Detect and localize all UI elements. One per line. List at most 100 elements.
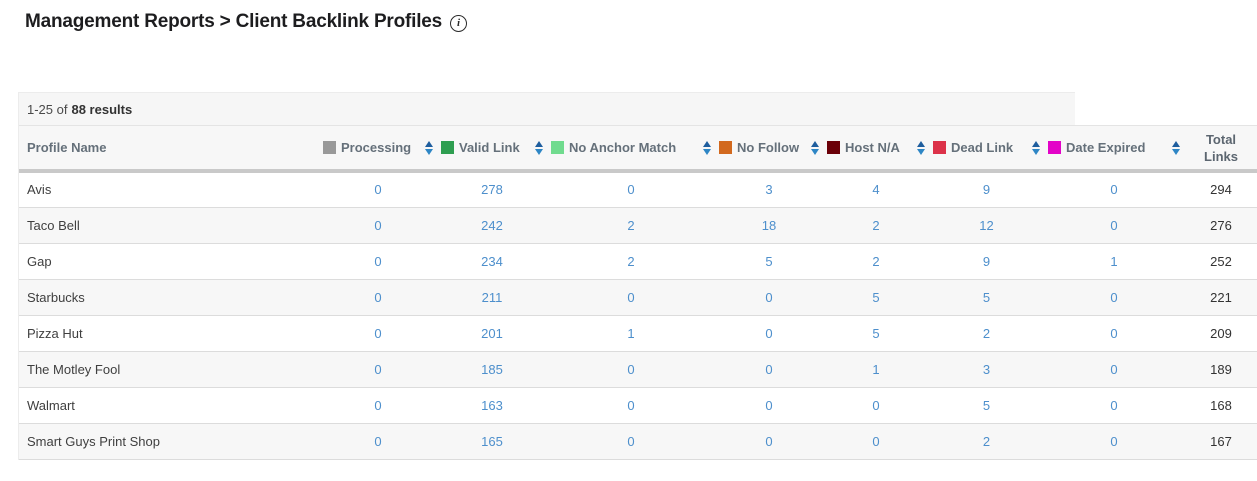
table-row: Taco Bell 0 242 2 18 2 12 0 276	[19, 207, 1257, 244]
dead-link-value-cell: 2	[929, 423, 1044, 460]
column-header-label: Date Expired	[1066, 140, 1146, 155]
date-expired-value-link[interactable]: 0	[1110, 289, 1118, 305]
date-expired-value-link[interactable]: 0	[1110, 325, 1118, 341]
processing-value-link[interactable]: 0	[374, 433, 382, 449]
sort-down-arrow-icon[interactable]	[917, 148, 925, 155]
dead-link-value-link[interactable]: 5	[982, 289, 991, 305]
host-n-a-value-link[interactable]: 4	[872, 182, 880, 198]
table-row: The Motley Fool 0 185 0 0 1 3 0 189	[19, 351, 1257, 388]
date-expired-value-link[interactable]: 0	[1110, 182, 1118, 198]
valid-link-value-link[interactable]: 242	[481, 217, 503, 233]
sort-up-arrow-icon[interactable]	[425, 140, 433, 147]
results-bar: 1-25 of 88 results	[19, 91, 1257, 126]
no-anchor-match-value-link[interactable]: 0	[627, 182, 635, 198]
sort-down-arrow-icon[interactable]	[703, 148, 711, 155]
no-anchor-match-value-link[interactable]: 1	[627, 325, 635, 341]
page-title: Management Reports > Client Backlink Pro…	[25, 11, 443, 32]
no-anchor-match-value-link[interactable]: 2	[627, 253, 635, 269]
no-follow-value-link[interactable]: 5	[765, 253, 773, 269]
dead-link-value-link[interactable]: 9	[982, 253, 991, 269]
no-anchor-match-value-link[interactable]: 0	[627, 361, 635, 377]
processing-value-link[interactable]: 0	[374, 253, 382, 269]
sort-up-arrow-icon[interactable]	[917, 140, 925, 147]
valid-link-value-link[interactable]: 278	[481, 182, 503, 198]
column-header-profile-name: Profile Name	[19, 126, 319, 173]
valid-link-value-link[interactable]: 234	[481, 253, 503, 269]
date-expired-value-link[interactable]: 0	[1110, 361, 1118, 377]
sort-up-arrow-icon[interactable]	[1032, 140, 1040, 147]
no-follow-value-link[interactable]: 0	[765, 289, 773, 305]
dead-link-value-cell: 2	[929, 315, 1044, 352]
sort-down-arrow-icon[interactable]	[1032, 148, 1040, 155]
sort-down-arrow-icon[interactable]	[425, 148, 433, 155]
host-n-a-value-link[interactable]: 5	[872, 325, 880, 341]
sort-down-arrow-icon[interactable]	[1172, 148, 1180, 155]
sort-up-arrow-icon[interactable]	[703, 140, 711, 147]
column-header-label: No Anchor Match	[569, 140, 677, 155]
total-links-cell: 252	[1184, 243, 1257, 280]
host-n-a-value-link[interactable]: 0	[872, 433, 880, 449]
no-follow-value-cell: 18	[715, 207, 823, 244]
no-anchor-match-value-link[interactable]: 2	[627, 217, 635, 233]
processing-value-link[interactable]: 0	[374, 397, 382, 413]
sort-arrows[interactable]	[808, 140, 819, 155]
valid-link-value-link[interactable]: 201	[481, 325, 503, 341]
host-n-a-value-link[interactable]: 5	[872, 289, 880, 305]
dead-link-value-link[interactable]: 12	[979, 217, 994, 233]
date-expired-value-link[interactable]: 0	[1110, 397, 1118, 413]
sort-down-arrow-icon[interactable]	[535, 148, 543, 155]
dead-link-value-link[interactable]: 5	[982, 397, 991, 413]
no-follow-value-link[interactable]: 18	[761, 217, 777, 233]
dead-link-value-link[interactable]: 2	[982, 433, 991, 449]
no-anchor-match-value-cell: 2	[547, 243, 715, 280]
valid-link-value-link[interactable]: 211	[481, 289, 503, 305]
sort-up-arrow-icon[interactable]	[535, 140, 543, 147]
no-follow-legend-swatch-icon	[719, 141, 732, 154]
valid-link-value-link[interactable]: 163	[481, 397, 503, 413]
sort-arrows[interactable]	[422, 140, 433, 155]
sort-arrows[interactable]	[1029, 140, 1040, 155]
column-header-no-follow: No Follow	[715, 126, 823, 173]
host-n-a-value-link[interactable]: 2	[872, 217, 880, 233]
processing-value-link[interactable]: 0	[374, 182, 382, 198]
sort-arrows[interactable]	[700, 140, 711, 155]
host-n-a-value-link[interactable]: 0	[872, 397, 880, 413]
valid-link-value-cell: 163	[437, 387, 547, 424]
no-anchor-match-value-link[interactable]: 0	[627, 397, 635, 413]
no-follow-value-link[interactable]: 0	[765, 325, 773, 341]
host-n-a-value-cell: 2	[823, 207, 929, 244]
no-follow-value-link[interactable]: 0	[765, 397, 773, 413]
no-anchor-match-value-link[interactable]: 0	[627, 433, 635, 449]
date-expired-value-link[interactable]: 0	[1110, 433, 1118, 449]
no-follow-value-link[interactable]: 0	[765, 433, 773, 449]
dead-link-value-link[interactable]: 9	[982, 182, 991, 198]
valid-link-value-link[interactable]: 185	[481, 361, 503, 377]
valid-link-value-link[interactable]: 165	[481, 433, 503, 449]
processing-value-link[interactable]: 0	[374, 361, 382, 377]
sort-arrows[interactable]	[1169, 140, 1180, 155]
date-expired-value-link[interactable]: 1	[1110, 253, 1118, 269]
dead-link-value-cell: 12	[929, 207, 1044, 244]
processing-value-link[interactable]: 0	[374, 289, 382, 305]
page-header: Management Reports > Client Backlink Pro…	[0, 0, 1257, 33]
dead-link-value-link[interactable]: 2	[982, 325, 991, 341]
sort-down-arrow-icon[interactable]	[811, 148, 819, 155]
no-follow-value-cell: 0	[715, 279, 823, 316]
date-expired-value-link[interactable]: 0	[1110, 217, 1118, 233]
host-n-a-value-link[interactable]: 2	[872, 253, 880, 269]
no-follow-value-cell: 0	[715, 351, 823, 388]
processing-value-link[interactable]: 0	[374, 217, 382, 233]
sort-up-arrow-icon[interactable]	[1172, 140, 1180, 147]
no-anchor-match-value-link[interactable]: 0	[627, 289, 635, 305]
profile-name-cell: Pizza Hut	[19, 315, 319, 352]
sort-up-arrow-icon[interactable]	[811, 140, 819, 147]
column-header-label: Processing	[341, 140, 412, 155]
no-follow-value-link[interactable]: 0	[765, 361, 773, 377]
info-icon[interactable]: i	[450, 14, 468, 32]
sort-arrows[interactable]	[532, 140, 543, 155]
host-n-a-value-link[interactable]: 1	[872, 361, 880, 377]
dead-link-value-link[interactable]: 3	[982, 361, 991, 377]
no-follow-value-link[interactable]: 3	[765, 182, 773, 198]
processing-value-link[interactable]: 0	[374, 325, 382, 341]
sort-arrows[interactable]	[914, 140, 925, 155]
